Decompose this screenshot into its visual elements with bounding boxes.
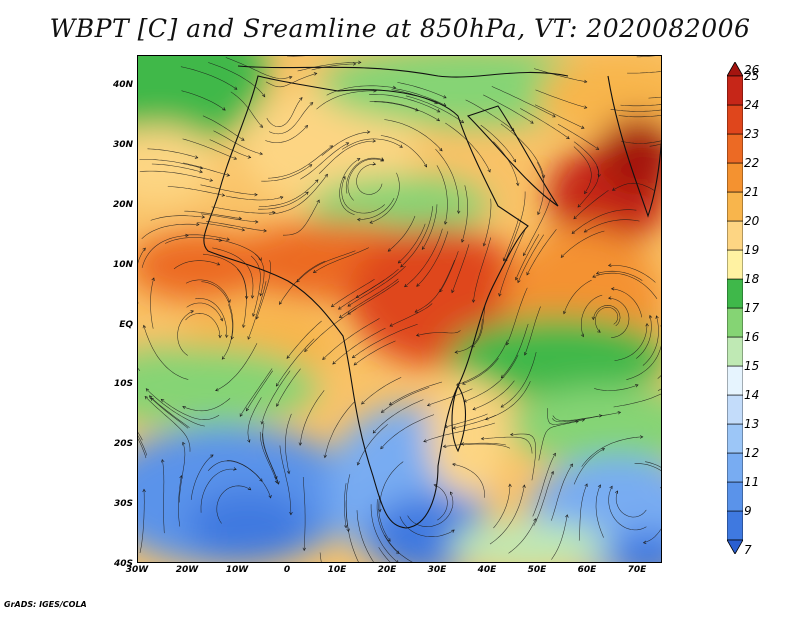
- colorbar-segment: [727, 104, 743, 135]
- colorbar-tick-label: 24: [744, 98, 760, 112]
- colorbar-tick-label: 20: [744, 214, 760, 228]
- wbpt-field: [138, 56, 661, 562]
- lon-tick-label: 10W: [225, 565, 249, 575]
- colorbar-max-arrow: [727, 62, 743, 77]
- colorbar-segment: [727, 249, 743, 280]
- lat-tick-label: 40S: [113, 559, 133, 569]
- lon-tick-label: 10E: [327, 565, 347, 575]
- colorbar-segment: [727, 365, 743, 396]
- colorbar-segment: [727, 220, 743, 251]
- colorbar-tick-label: 9: [744, 504, 752, 518]
- colorbar-segment: [727, 423, 743, 454]
- lon-tick-label: 70E: [627, 565, 647, 575]
- colorbar-tick-label: 23: [744, 127, 760, 141]
- lon-tick-label: 30W: [125, 565, 149, 575]
- lat-tick-label: 40N: [112, 80, 133, 90]
- lon-tick-label: 20E: [377, 565, 397, 575]
- lon-tick-label: 40E: [477, 565, 497, 575]
- grads-credit: GrADS: IGES/COLA: [4, 600, 87, 609]
- colorbar-segment: [727, 452, 743, 483]
- lon-tick-label: 20W: [175, 565, 199, 575]
- lon-tick-label: 30E: [427, 565, 447, 575]
- lat-tick-label: 10S: [113, 379, 133, 390]
- colorbar-segment: [727, 394, 743, 425]
- colorbar-tick-label: 19: [744, 243, 760, 257]
- colorbar-tick-label: 11: [744, 475, 760, 489]
- colorbar-tick-label: 12: [744, 446, 760, 460]
- map-panel: [137, 55, 662, 563]
- colorbar-tick-label: 7: [744, 543, 752, 557]
- colorbar-tick-label: 15: [744, 359, 760, 373]
- lat-tick-label: 30N: [112, 139, 133, 150]
- lon-tick-label: 60E: [577, 565, 597, 575]
- colorbar-segment: [727, 133, 743, 164]
- colorbar-min-arrow: [727, 539, 743, 554]
- colorbar-segment: [727, 307, 743, 338]
- lon-tick-label: 0: [283, 565, 291, 575]
- colorbar-tick-label: 22: [744, 156, 760, 170]
- lat-tick-label: 10N: [112, 259, 133, 270]
- colorbar-tick-label: 17: [744, 301, 760, 315]
- lat-tick-label: EQ: [119, 319, 133, 330]
- colorbar: [727, 62, 743, 554]
- lat-tick-label: 20S: [113, 439, 133, 450]
- colorbar-segment: [727, 481, 743, 512]
- lat-tick-label: 20N: [112, 199, 133, 210]
- streamlines: [138, 56, 661, 562]
- map-title: WBPT [C] and Sreamline at 850hPa, VT: 20…: [49, 14, 751, 43]
- colorbar-segment: [727, 191, 743, 222]
- lon-tick-label: 50E: [527, 565, 547, 575]
- colorbar-segment: [727, 278, 743, 309]
- colorbar-tick-label: 18: [744, 272, 760, 286]
- colorbar-tick-label: 14: [744, 388, 760, 402]
- lat-tick-label: 30S: [113, 499, 133, 510]
- colorbar-tick-label: 16: [744, 330, 760, 344]
- colorbar-segment: [727, 162, 743, 193]
- colorbar-tick-label: 26: [744, 63, 760, 77]
- colorbar-tick-label: 13: [744, 417, 760, 431]
- colorbar-tick-label: 21: [744, 185, 760, 199]
- colorbar-segment: [727, 336, 743, 367]
- colorbar-tick-label: 25: [744, 69, 760, 83]
- map-canvas: [138, 56, 661, 562]
- colorbar-segment: [727, 510, 743, 541]
- colorbar-segment: [727, 75, 743, 106]
